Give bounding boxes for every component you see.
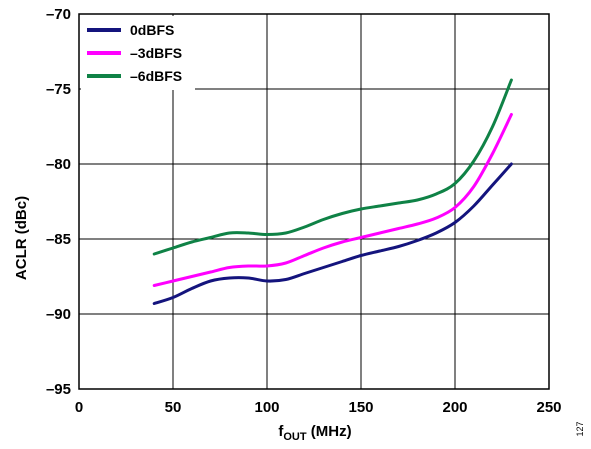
y-tick-label: –70 [46, 6, 71, 23]
x-tick-label: 0 [75, 399, 83, 416]
y-tick-label: –85 [46, 231, 71, 248]
x-tick-label: 200 [442, 399, 467, 416]
series-line-0 [152, 162, 513, 305]
x-tick-labels: 0 50 100 150 200 250 [75, 399, 562, 416]
x-axis-label-main: f [278, 423, 284, 440]
series-lines [152, 78, 513, 305]
y-tick-label: –80 [46, 156, 71, 173]
legend-label: –3dBFS [130, 45, 182, 61]
legend: 0dBFS –3dBFS –6dBFS [81, 16, 195, 90]
x-axis-label: fOUT (MHz) [278, 423, 351, 443]
plot-frame [78, 13, 550, 390]
series-line-1 [152, 113, 513, 287]
legend-label: –6dBFS [130, 68, 182, 84]
y-tick-labels: –70 –75 –80 –85 –90 –95 [46, 6, 71, 398]
y-tick-label: –75 [46, 81, 71, 98]
series-line-2 [152, 78, 513, 256]
x-tick-label: 50 [165, 399, 182, 416]
y-tick-label: –95 [46, 381, 71, 398]
legend-label: 0dBFS [130, 22, 174, 38]
x-tick-label: 100 [254, 399, 279, 416]
y-tick-label: –90 [46, 306, 71, 323]
x-axis-label-sub: OUT [283, 431, 307, 443]
y-axis-label: ACLR (dBc) [13, 196, 30, 280]
x-tick-label: 150 [348, 399, 373, 416]
x-axis-label-rest: (MHz) [307, 423, 352, 440]
figure-id: 127 [575, 421, 585, 436]
x-tick-label: 250 [536, 399, 561, 416]
